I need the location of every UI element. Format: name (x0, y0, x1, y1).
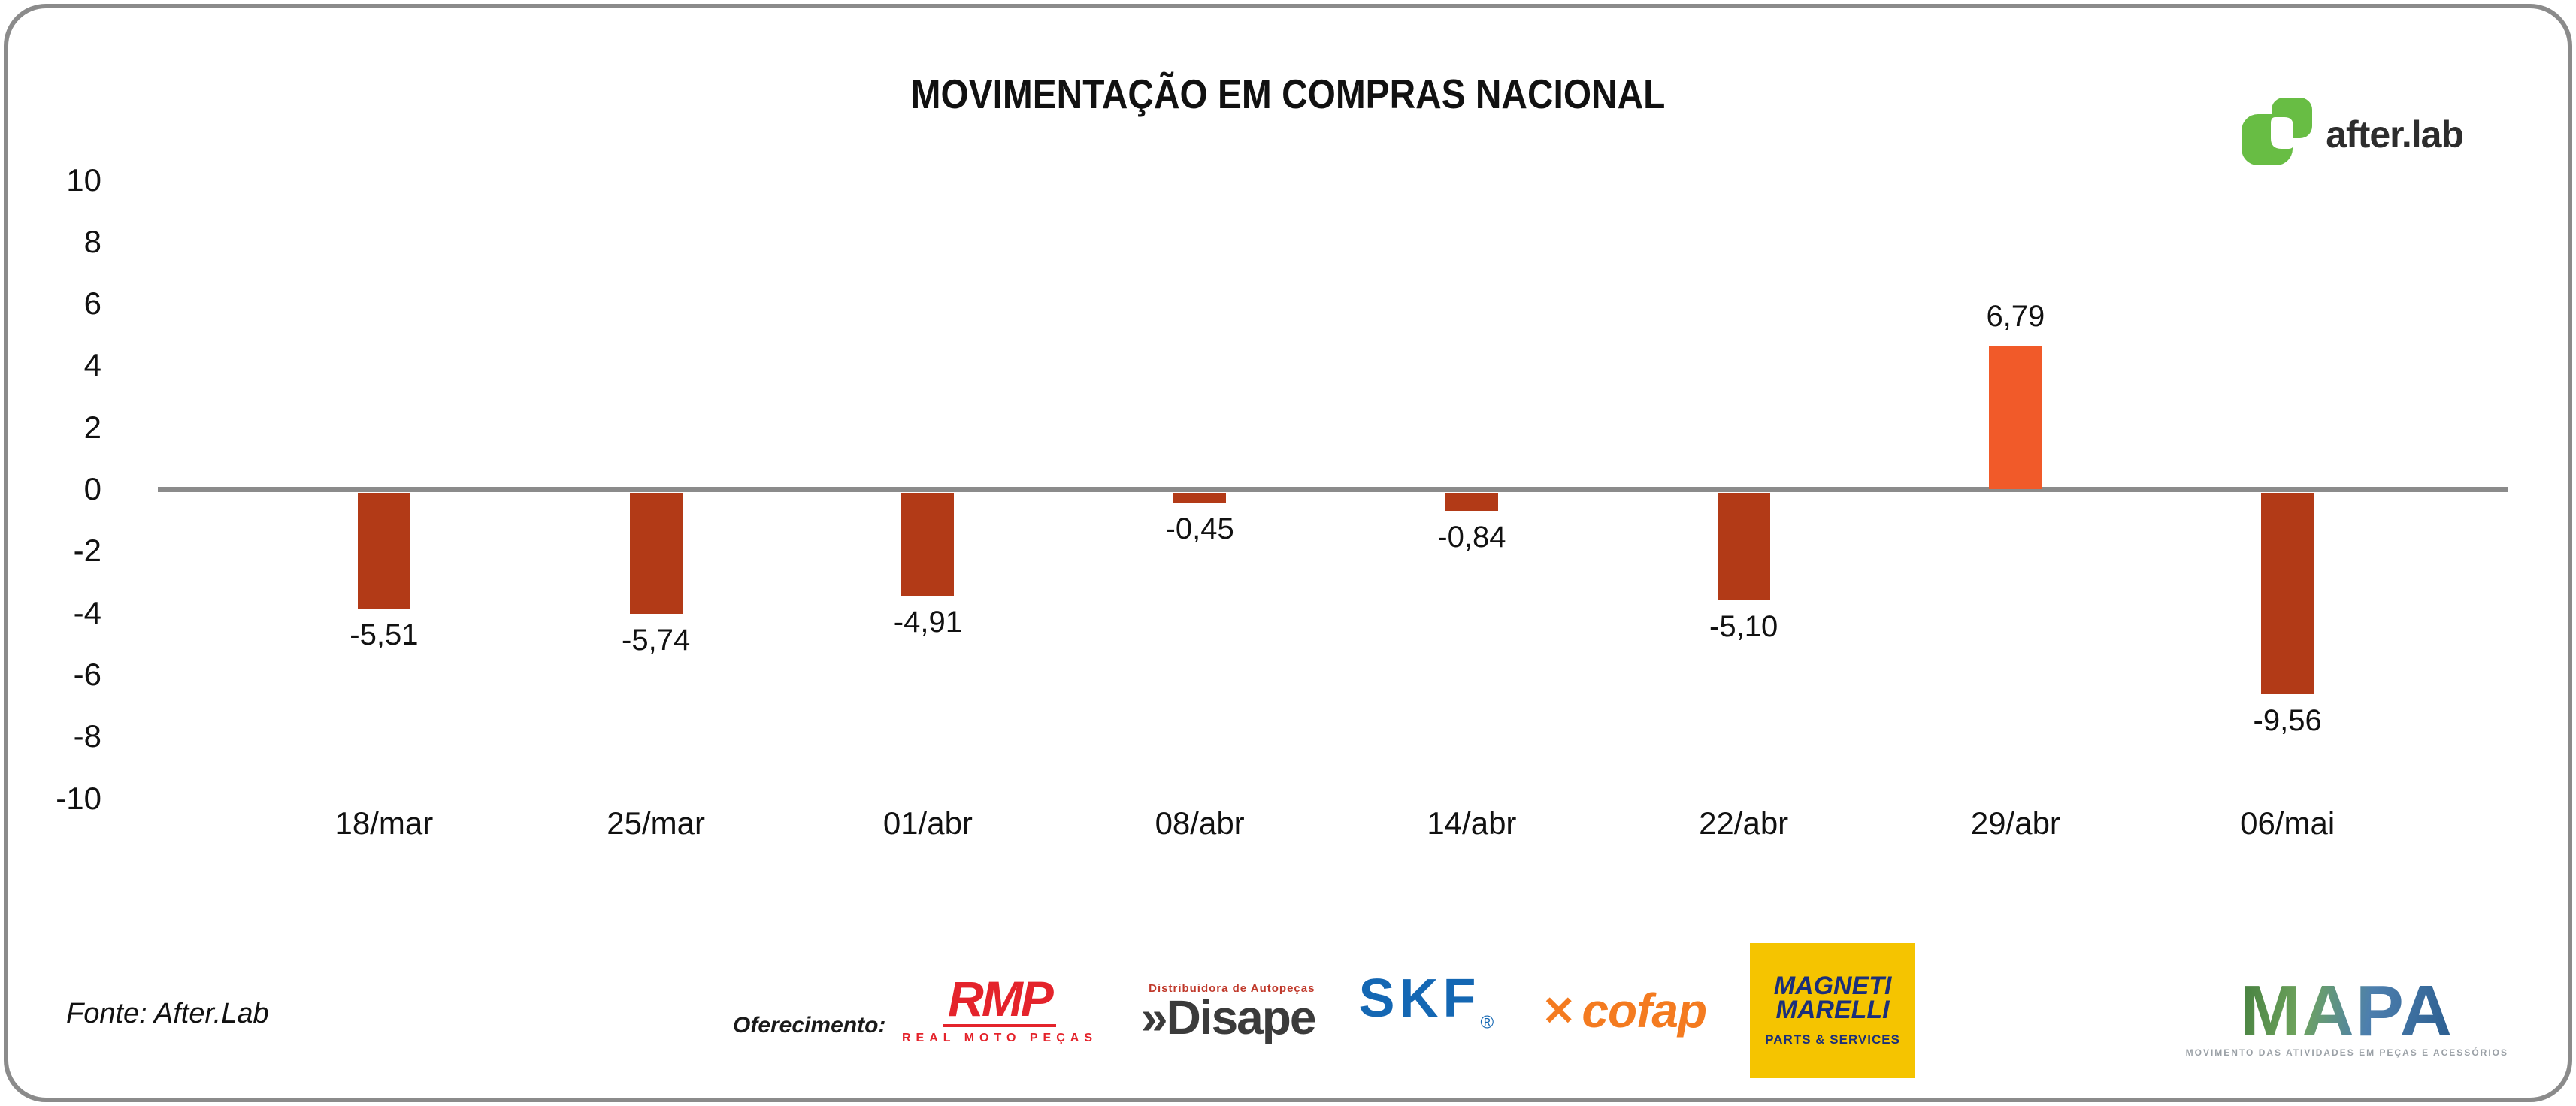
offering-label: Oferecimento: (733, 1013, 886, 1038)
y-axis-tick-label: -8 (73, 718, 101, 754)
afterlab-logo-icon (2240, 96, 2315, 172)
x-axis-label: 08/abr (1155, 805, 1245, 841)
skf-logo: SKF® (1358, 972, 1499, 1047)
skf-registered-mark: ® (1480, 1012, 1499, 1033)
bar-06/mai (2261, 493, 2314, 694)
y-axis-tick-label: 8 (83, 223, 101, 259)
y-axis-tick-label: 10 (66, 162, 101, 198)
card-border (4, 4, 2572, 1102)
bar-value-label: -5,10 (1709, 609, 1778, 643)
source-note: Fonte: After.Lab (66, 998, 269, 1029)
x-axis-label: 22/abr (1699, 805, 1789, 841)
bar-14/abr (1445, 493, 1498, 511)
cofap-logo: ✕ cofap (1542, 983, 1707, 1038)
magneti-marelli-line1: MAGNETI (1773, 972, 1892, 1000)
bar-01/abr (901, 493, 955, 597)
mapa-logo-subtitle: MOVIMENTO DAS ATIVIDADES EM PEÇAS E ACES… (2185, 1047, 2508, 1058)
disape-logo-tagline: Distribuidora de Autopeças (1149, 981, 1315, 995)
x-axis-label: 18/mar (334, 805, 434, 841)
bar-value-label: -4,91 (893, 606, 962, 639)
x-axis-label: 29/abr (1970, 805, 2060, 841)
y-axis-tick-label: -2 (73, 533, 101, 569)
afterlab-logo: after.lab (2240, 96, 2464, 172)
x-axis-label: 25/mar (607, 805, 705, 841)
magneti-marelli-line2: MARELLI (1775, 996, 1890, 1024)
bar-22/abr (1717, 493, 1770, 600)
magneti-marelli-logo: MAGNETI MARELLI PARTS & SERVICES (1750, 943, 1916, 1078)
mapa-logo: MAPA MOVIMENTO DAS ATIVIDADES EM PEÇAS E… (2185, 971, 2508, 1059)
bar-value-label: -0,45 (1165, 512, 1234, 545)
x-axis-label: 06/mai (2240, 805, 2335, 841)
y-axis-tick-label: 2 (83, 409, 101, 445)
y-axis-tick-label: 0 (83, 471, 101, 506)
y-axis-tick-label: -10 (56, 780, 101, 816)
magneti-marelli-subtitle: PARTS & SERVICES (1765, 1032, 1900, 1047)
x-axis-label: 01/abr (882, 805, 973, 841)
cofap-logo-text: cofap (1582, 984, 1707, 1038)
afterlab-logo-text: after.lab (2326, 113, 2464, 156)
bar-value-label: -5,74 (622, 623, 691, 657)
zero-baseline (158, 487, 2508, 492)
y-axis-tick-label: 4 (83, 347, 101, 383)
sponsor-logos: RMP REAL MOTO PEÇAS Distribuidora de Aut… (902, 943, 1916, 1078)
bar-value-label: -5,51 (350, 618, 419, 652)
mapa-logo-text: MAPA (2240, 971, 2454, 1051)
y-axis-tick-label: 6 (83, 286, 101, 322)
bar-value-label: -0,84 (1437, 520, 1506, 554)
chart-title: MOVIMENTAÇÃO EM COMPRAS NACIONAL (910, 71, 1666, 118)
disape-logo-text: »Disape (1140, 990, 1316, 1044)
bar-25/mar (629, 493, 683, 614)
y-axis-tick-label: -6 (73, 656, 101, 692)
rmp-logo-text: RMP (943, 974, 1056, 1027)
skf-logo-text: SKF (1358, 968, 1481, 1029)
x-axis-label: 14/abr (1427, 805, 1517, 841)
rmp-logo: RMP REAL MOTO PEÇAS (902, 974, 1097, 1045)
bar-29/abr (1989, 346, 2042, 489)
bar-08/abr (1173, 493, 1227, 503)
cofap-logo-mark: ✕ (1542, 988, 1576, 1034)
y-axis-tick-label: -4 (73, 594, 101, 630)
bar-value-label: 6,79 (1986, 299, 2045, 333)
disape-logo: Distribuidora de Autopeças »Disape (1140, 981, 1316, 1044)
bar-value-label: -9,56 (2253, 703, 2322, 737)
rmp-logo-subtitle: REAL MOTO PEÇAS (902, 1032, 1097, 1044)
bar-18/mar (357, 493, 410, 609)
